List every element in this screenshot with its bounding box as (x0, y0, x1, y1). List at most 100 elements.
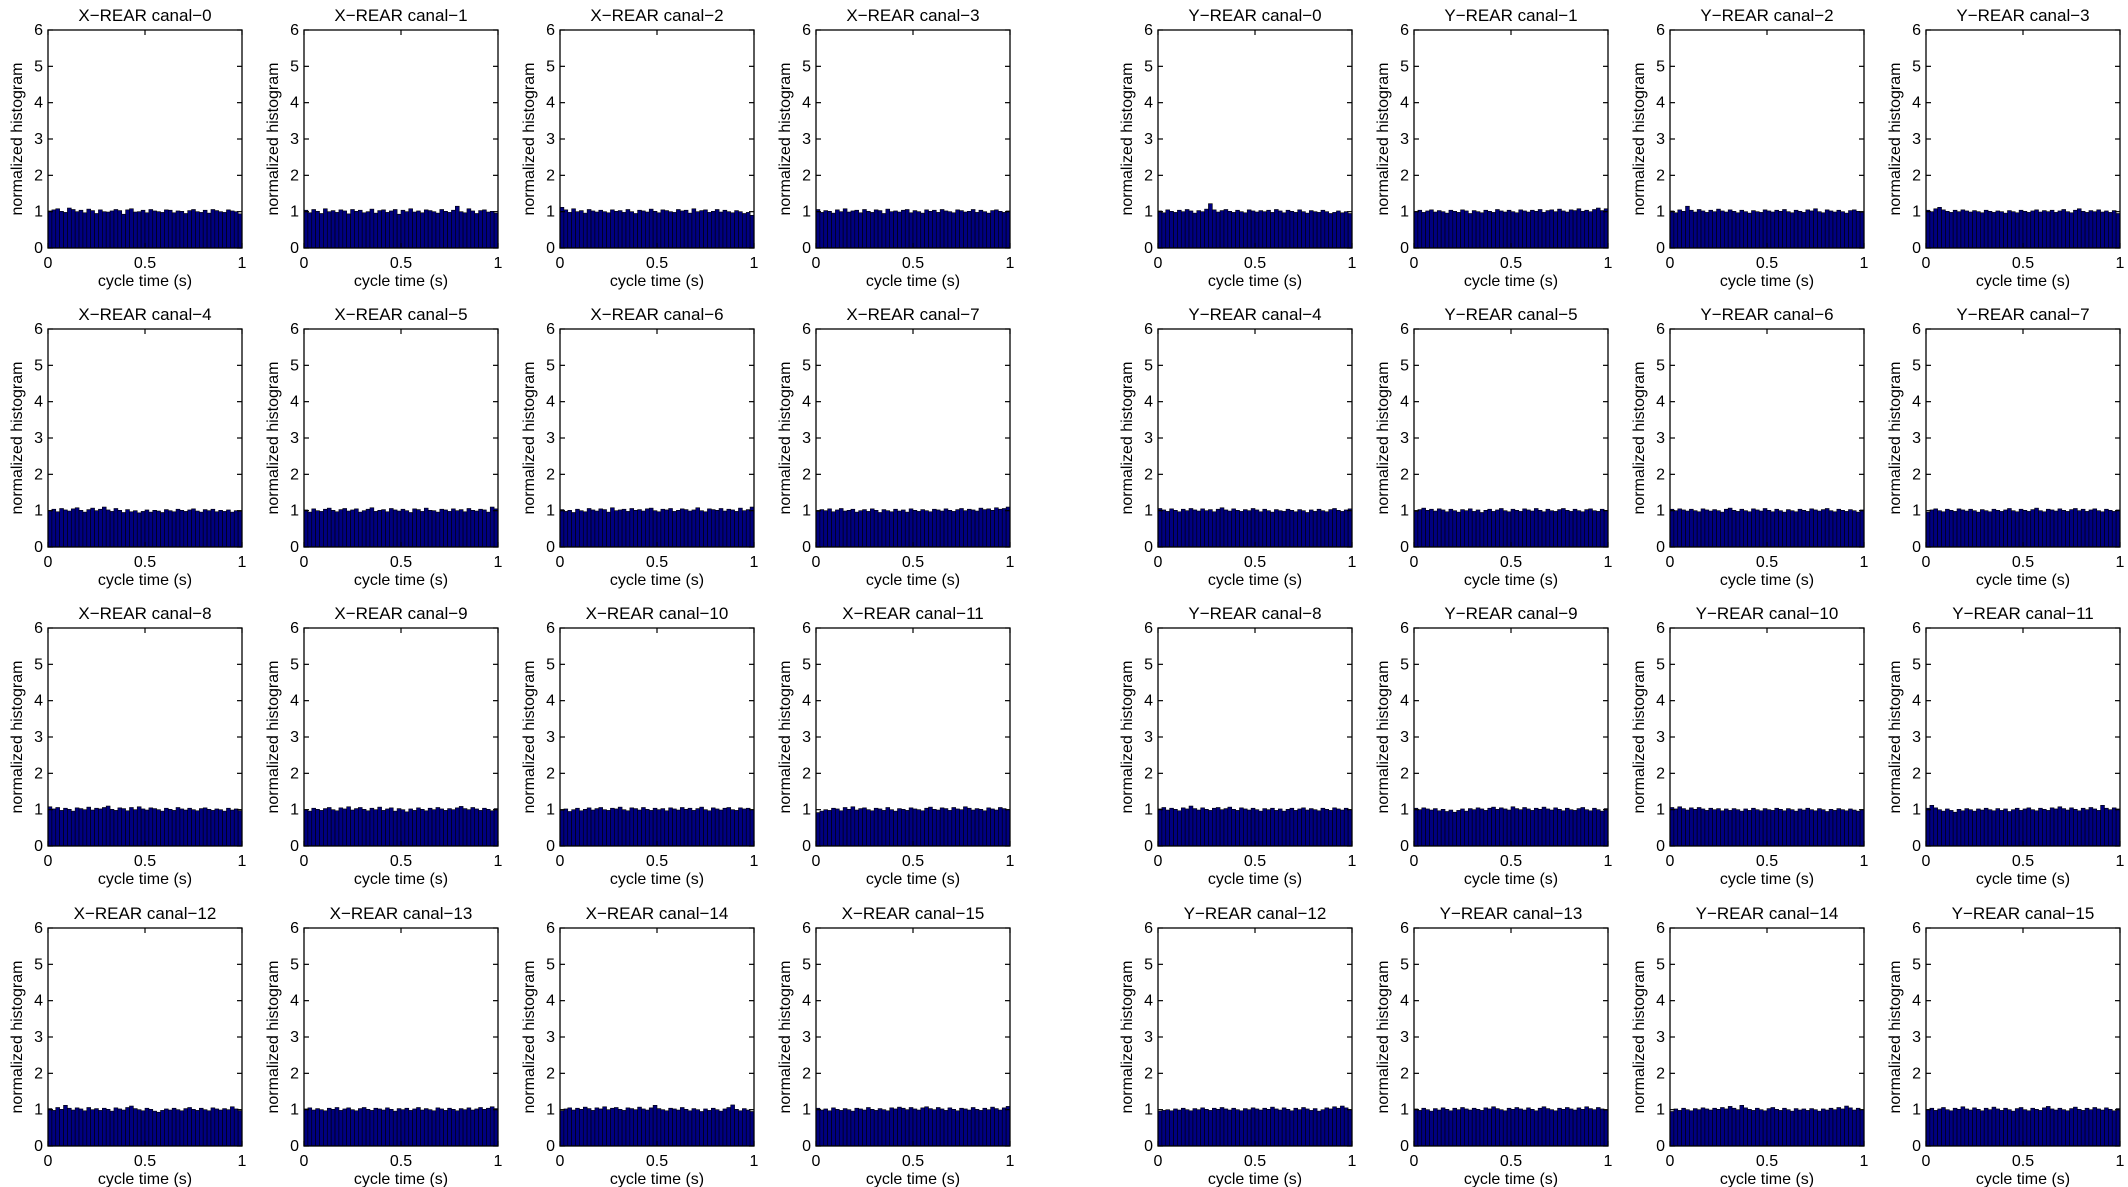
histogram-bar (179, 1110, 185, 1147)
histogram-bar (2053, 510, 2059, 548)
histogram-bar (967, 807, 972, 847)
histogram-bar (51, 1110, 57, 1147)
histogram-bar (350, 209, 355, 249)
histogram-bar (1976, 808, 1981, 847)
histogram-bar (1448, 1110, 1454, 1147)
histogram-bar (722, 807, 728, 847)
histogram-bar (1188, 210, 1194, 249)
histogram-bar (195, 1110, 200, 1147)
histogram-bar (939, 1108, 945, 1147)
histogram-bar (1506, 209, 1512, 249)
y-tick-label: 1 (1400, 503, 1409, 520)
y-tick-label: 1 (1656, 503, 1665, 520)
histogram-bar (1169, 211, 1174, 249)
histogram-bar (2088, 210, 2094, 249)
histogram-bar (951, 1109, 956, 1147)
histogram-bar (2042, 808, 2047, 847)
histogram-bar (835, 808, 840, 847)
histogram-bar (687, 807, 693, 847)
histogram-bar (2057, 508, 2063, 548)
y-tick-label: 0 (1400, 838, 1409, 855)
histogram-bar (447, 511, 452, 548)
histogram-bar (1673, 212, 1679, 249)
histogram-bar (1332, 212, 1337, 249)
histogram-bar (51, 508, 57, 548)
x-axis-label: cycle time (s) (866, 1171, 960, 1187)
histogram-bar (2065, 211, 2070, 249)
histogram-bar (1301, 807, 1306, 847)
histogram-bar (1952, 511, 1958, 548)
histogram-bar (1758, 1109, 1764, 1147)
x-tick-label: 0.5 (134, 853, 156, 870)
histogram-bar (1828, 210, 1834, 249)
histogram-bar (1770, 511, 1776, 548)
histogram-bar (606, 511, 611, 548)
histogram-bar (652, 510, 658, 548)
histogram-bar (1460, 808, 1465, 847)
histogram-bar (1499, 210, 1504, 249)
histogram-bar (1421, 212, 1426, 249)
y-tick-label: 1 (546, 802, 555, 819)
histogram-bar (164, 1108, 169, 1147)
x-axis-label: cycle time (s) (1208, 1171, 1302, 1187)
histogram-bar (1797, 508, 1803, 548)
x-tick-label: 0.5 (1756, 554, 1778, 571)
histogram-bar (486, 808, 491, 847)
histogram-bar (714, 209, 720, 249)
y-tick-label: 4 (290, 693, 299, 710)
histogram-bar (563, 511, 569, 548)
histogram-bar (1758, 212, 1764, 249)
histogram-bar (2018, 209, 2024, 249)
histogram-bar (1444, 811, 1450, 847)
x-tick-label: 1 (1604, 853, 1613, 870)
histogram-bar (889, 511, 894, 548)
histogram-bar (1793, 511, 1799, 548)
histogram-bar (1526, 211, 1531, 249)
histogram-bar (1266, 209, 1271, 249)
panel-title: Y−REAR canal−11 (1952, 604, 2093, 623)
histogram-bar (455, 807, 460, 847)
histogram-bar (1502, 808, 1508, 847)
histogram-bar (998, 508, 1003, 548)
histogram-bar (943, 1110, 949, 1147)
y-tick-label: 2 (1400, 167, 1409, 184)
x-tick-label: 0 (1154, 255, 1163, 272)
histogram-bar (1844, 212, 1849, 249)
histogram-bar (1599, 210, 1605, 249)
y-tick-label: 1 (290, 204, 299, 221)
histogram-bar (102, 506, 107, 548)
histogram-bar (823, 510, 828, 548)
x-tick-label: 1 (1006, 554, 1015, 571)
x-tick-label: 1 (494, 1153, 503, 1170)
histogram-bar (959, 508, 964, 548)
histogram-bar (963, 211, 968, 249)
histogram-bar (1200, 1107, 1205, 1147)
histogram-bar (1545, 808, 1551, 847)
histogram-bar (1561, 810, 1566, 847)
y-tick-label: 0 (546, 1138, 555, 1155)
histogram-bar (311, 508, 316, 548)
histogram-bar (672, 808, 677, 847)
y-tick-label: 6 (546, 620, 555, 637)
y-tick-label: 5 (1656, 656, 1665, 673)
histogram-bar (831, 212, 836, 249)
histogram-bar (986, 807, 991, 847)
x-axis-label: cycle time (s) (1464, 273, 1558, 290)
histogram-bar (1809, 210, 1814, 249)
histogram-bar (1196, 210, 1201, 249)
histogram-bar (1762, 508, 1768, 548)
histogram-bar (1747, 511, 1752, 548)
y-axis-label: normalized histogram (265, 961, 282, 1114)
histogram-bar (1289, 1110, 1295, 1147)
x-tick-label: 0 (812, 255, 821, 272)
histogram-bar (579, 1109, 584, 1147)
histogram-bar (458, 806, 464, 847)
histogram-bar (625, 810, 631, 847)
histogram-bar (1177, 810, 1182, 847)
histogram-bar (144, 212, 150, 249)
y-tick-label: 0 (1144, 1138, 1153, 1155)
panel-title: X−REAR canal−14 (586, 904, 729, 923)
